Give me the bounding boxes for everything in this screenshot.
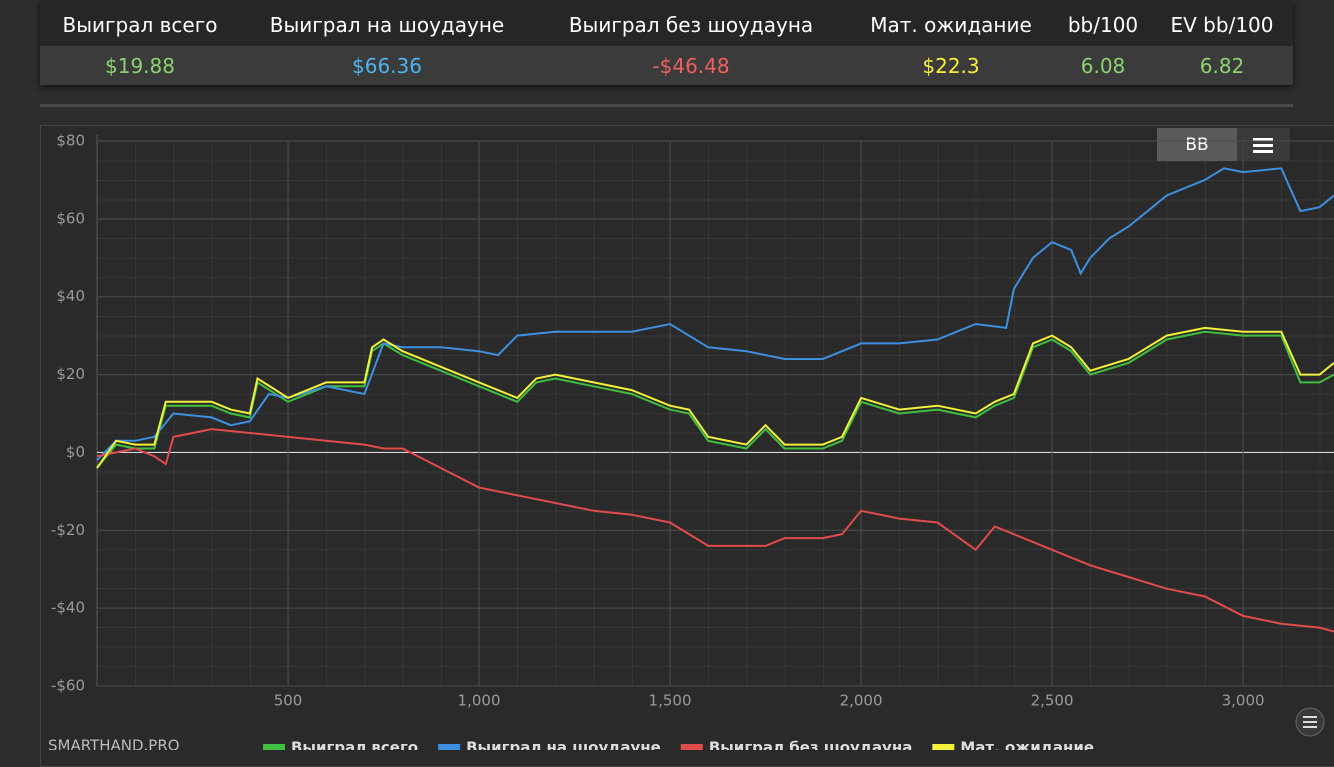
bb-button-label[interactable]: BB	[1185, 135, 1208, 155]
y-tick-label: -$40	[51, 599, 85, 617]
y-tick-label: -$60	[51, 677, 85, 695]
value-cell: $19.88	[105, 54, 175, 78]
x-tick-label: 1,500	[649, 692, 692, 710]
legend-label: Выиграл без шоудауна	[709, 739, 913, 751]
separator	[40, 104, 1293, 107]
legend-swatch	[438, 744, 461, 750]
legend-swatch	[680, 744, 703, 750]
stats-table: Выиграл всего Выиграл на шоудауне Выигра…	[40, 0, 1293, 85]
x-tick-label: 3,000	[1222, 692, 1265, 710]
stats-header: Выиграл всего Выиграл на шоудауне Выигра…	[40, 0, 1293, 46]
series-line	[96, 326, 1334, 469]
bb-button[interactable]	[1157, 128, 1237, 161]
header-cell: Мат. ожидание	[870, 13, 1032, 37]
menu-icon	[1253, 138, 1273, 141]
options-icon	[1303, 721, 1317, 723]
legend-label: Мат. ожидание	[960, 739, 1094, 751]
stats-values: $19.88 $66.36 -$46.48 $22.3 6.08 6.82	[40, 46, 1293, 85]
x-tick-label: 2,500	[1031, 692, 1074, 710]
value-cell: 6.82	[1199, 54, 1245, 78]
page: Выиграл всего Выиграл на шоудауне Выигра…	[40, 0, 1334, 767]
unit-toggle[interactable]: BB	[1157, 128, 1290, 161]
y-tick-label: $60	[56, 209, 85, 227]
header-cell: Выиграл без шоудауна	[568, 13, 814, 37]
y-tick-label: -$20	[51, 521, 85, 539]
legend-label: Выиграл всего	[291, 739, 418, 751]
options-icon	[1303, 716, 1317, 718]
value-cell: $22.3	[922, 54, 980, 78]
value-cell: 6.08	[1080, 54, 1126, 78]
y-tick-label: $20	[56, 365, 85, 383]
y-tick-label: $40	[56, 287, 85, 305]
y-tick-label: $80	[56, 132, 85, 150]
value-cell: $66.36	[352, 54, 422, 78]
x-tick-label: 500	[274, 692, 303, 710]
minor-grid	[97, 141, 1334, 686]
x-tick-label: 1,000	[458, 692, 501, 710]
series-line	[96, 167, 1334, 461]
value-cell: -$46.48	[652, 54, 730, 78]
brand: SMARTHAND.PRO	[48, 737, 180, 751]
y-tick-label: $0	[66, 443, 85, 461]
header-cell: Выиграл на шоудауне	[269, 13, 505, 37]
header-cell: bb/100	[1067, 13, 1139, 37]
legend-label: Выиграл на шоудауне	[466, 739, 661, 751]
series-line	[96, 428, 1334, 633]
menu-icon	[1253, 150, 1273, 153]
chart: BB SMARTHAND.PRO $80 $60 $40 $20 $0 -$20 -$40 -…	[48, 128, 1334, 751]
header-cell: Выиграл всего	[62, 13, 218, 37]
options-icon	[1303, 726, 1317, 728]
x-tick-label: 2,000	[840, 692, 883, 710]
menu-icon	[1253, 144, 1273, 147]
legend-swatch	[932, 744, 955, 750]
legend-swatch	[263, 744, 285, 750]
series-line	[96, 330, 1334, 469]
header-cell: EV bb/100	[1170, 13, 1274, 37]
